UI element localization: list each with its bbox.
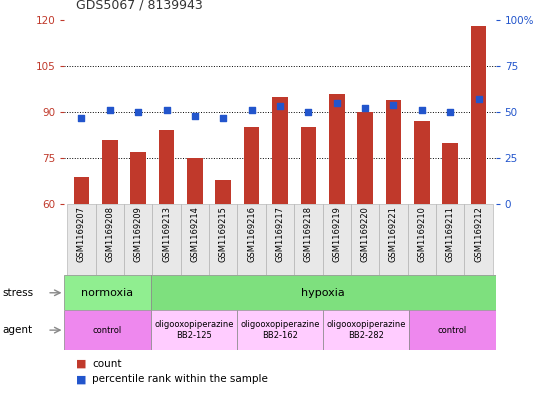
Bar — [151, 275, 496, 310]
Bar — [442, 143, 458, 389]
Bar — [67, 204, 96, 275]
Bar — [102, 140, 118, 389]
Point — [190, 112, 199, 119]
Bar — [471, 26, 487, 389]
Text: GSM1169208: GSM1169208 — [105, 206, 114, 263]
Text: agent: agent — [3, 325, 33, 335]
Text: ■: ■ — [76, 374, 86, 384]
Bar — [187, 158, 203, 389]
Text: GSM1169216: GSM1169216 — [247, 206, 256, 263]
Bar — [237, 204, 266, 275]
Text: GSM1169215: GSM1169215 — [219, 206, 228, 263]
Text: GSM1169210: GSM1169210 — [417, 206, 426, 263]
Bar — [64, 275, 151, 310]
Point — [446, 109, 455, 115]
Bar — [323, 310, 409, 350]
Point — [361, 105, 370, 112]
Bar — [64, 310, 151, 350]
Bar — [181, 204, 209, 275]
Bar — [409, 310, 496, 350]
Point — [417, 107, 426, 113]
Text: GSM1169207: GSM1169207 — [77, 206, 86, 263]
Bar — [357, 112, 373, 389]
Text: GDS5067 / 8139943: GDS5067 / 8139943 — [76, 0, 202, 12]
Point — [276, 103, 284, 110]
Bar — [351, 204, 379, 275]
Bar — [329, 94, 344, 389]
Point — [77, 114, 86, 121]
Text: oligooxopiperazine
BB2-282: oligooxopiperazine BB2-282 — [326, 320, 406, 340]
Text: ■: ■ — [76, 358, 86, 369]
Bar — [216, 180, 231, 389]
Bar — [272, 97, 288, 389]
Text: control: control — [438, 326, 467, 334]
Text: oligooxopiperazine
BB2-125: oligooxopiperazine BB2-125 — [154, 320, 234, 340]
Bar — [408, 204, 436, 275]
Point — [134, 109, 143, 115]
Point — [247, 107, 256, 113]
Bar — [124, 204, 152, 275]
Text: GSM1169213: GSM1169213 — [162, 206, 171, 263]
Text: control: control — [93, 326, 122, 334]
Bar — [266, 204, 294, 275]
Text: hypoxia: hypoxia — [301, 288, 345, 298]
Text: GSM1169220: GSM1169220 — [361, 206, 370, 263]
Point — [105, 107, 114, 113]
Bar — [379, 204, 408, 275]
Bar — [414, 121, 430, 389]
Point — [219, 114, 228, 121]
Bar — [294, 204, 323, 275]
Bar — [436, 204, 464, 275]
Text: GSM1169217: GSM1169217 — [276, 206, 284, 263]
Text: GSM1169221: GSM1169221 — [389, 206, 398, 263]
Bar — [323, 204, 351, 275]
Text: percentile rank within the sample: percentile rank within the sample — [92, 374, 268, 384]
Bar — [96, 204, 124, 275]
Bar — [237, 310, 323, 350]
Text: count: count — [92, 358, 122, 369]
Text: normoxia: normoxia — [81, 288, 134, 298]
Bar — [152, 204, 181, 275]
Point — [162, 107, 171, 113]
Bar — [151, 310, 237, 350]
Bar — [158, 130, 174, 389]
Bar — [464, 204, 493, 275]
Text: GSM1169212: GSM1169212 — [474, 206, 483, 263]
Text: GSM1169218: GSM1169218 — [304, 206, 313, 263]
Bar — [73, 177, 89, 389]
Bar — [386, 100, 402, 389]
Text: GSM1169219: GSM1169219 — [332, 206, 341, 263]
Bar — [244, 127, 259, 389]
Bar — [130, 152, 146, 389]
Text: GSM1169214: GSM1169214 — [190, 206, 199, 263]
Text: GSM1169209: GSM1169209 — [134, 206, 143, 263]
Point — [389, 101, 398, 108]
Text: oligooxopiperazine
BB2-162: oligooxopiperazine BB2-162 — [240, 320, 320, 340]
Text: GSM1169211: GSM1169211 — [446, 206, 455, 263]
Point — [474, 96, 483, 102]
Bar — [209, 204, 237, 275]
Text: stress: stress — [3, 288, 34, 298]
Point — [332, 99, 341, 106]
Point — [304, 109, 313, 115]
Bar — [301, 127, 316, 389]
